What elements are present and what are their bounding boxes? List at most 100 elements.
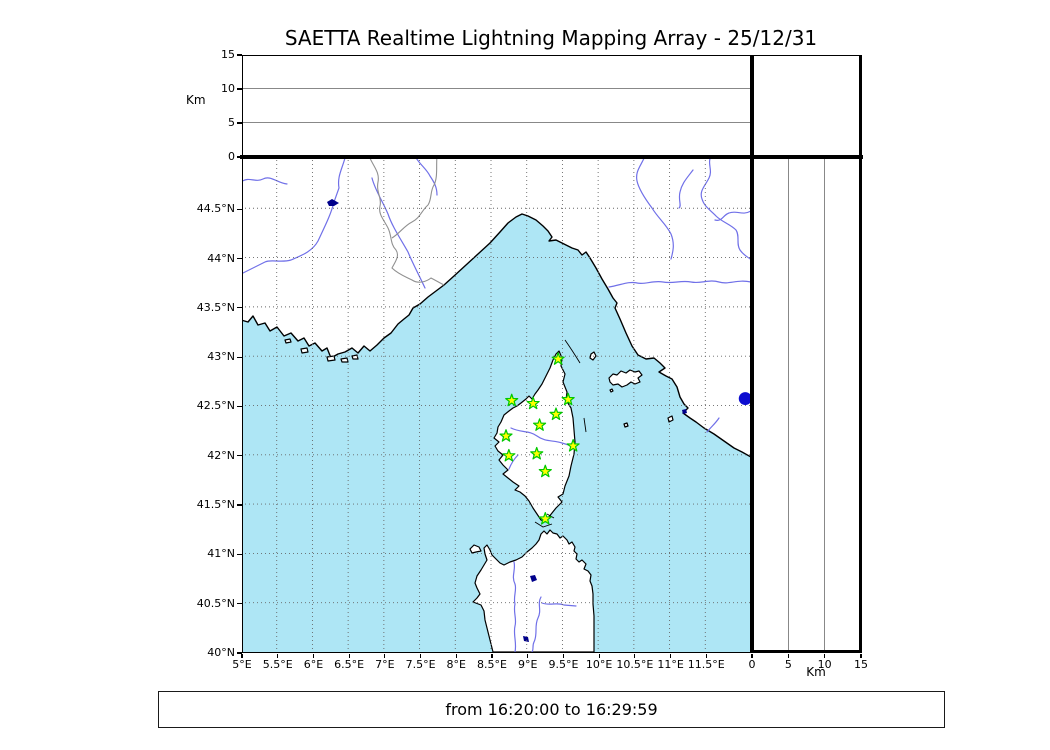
altitude-right-tick-label: 10 xyxy=(817,657,832,671)
map-lon-tick-label: 8°E xyxy=(446,657,467,671)
country-borders xyxy=(369,158,445,286)
map-markers xyxy=(499,352,751,525)
station-marker xyxy=(551,352,565,366)
map-lon-tick-label: 7°E xyxy=(375,657,395,671)
map-lat-tick xyxy=(237,455,242,457)
altitude-latitude-panel xyxy=(752,157,861,653)
bottom-right-edge-line xyxy=(752,649,862,654)
map-lon-tick-label: 10°E xyxy=(585,657,613,671)
map-lon-tick xyxy=(419,653,422,658)
horizontal-separator-line xyxy=(240,154,863,160)
map-lon-tick xyxy=(277,653,279,658)
coastal-line-fragments xyxy=(534,339,587,528)
map-lon-tick-label: 5.5°E xyxy=(262,657,293,671)
altitude-top-tick-label: 0 xyxy=(228,150,235,163)
station-marker xyxy=(566,439,580,452)
map-lat-tick-label: 43°N xyxy=(207,350,235,364)
map-lon-tick xyxy=(634,653,636,658)
time-range-bar: from 16:20:00 to 16:29:59 xyxy=(158,691,945,728)
altitude-top-tick-label: 10 xyxy=(221,82,235,95)
altitude-top-tick xyxy=(237,156,242,158)
altitude-right-tick-label: 5 xyxy=(784,657,792,671)
altitude-right-tick-label: 15 xyxy=(854,657,868,671)
map-lat-tick-label: 42.5°N xyxy=(196,399,235,413)
map-lat-tick xyxy=(237,307,242,309)
station-marker xyxy=(561,392,575,406)
map-lat-tick-label: 41.5°N xyxy=(196,498,235,512)
map-lon-tick xyxy=(491,653,493,658)
map-lon-tick-label: 6°E xyxy=(303,657,324,671)
right-panel-xlabel: Km xyxy=(806,665,826,679)
map-lon-tick xyxy=(312,653,315,658)
map-lon-tick-label: 8.5°E xyxy=(477,657,507,671)
time-range-text: from 16:20:00 to 16:29:59 xyxy=(445,700,658,719)
map-lon-tick xyxy=(348,653,350,658)
map-lon-tick-label: 5°E xyxy=(232,657,252,671)
map-lon-tick xyxy=(598,653,600,658)
map-lon-tick-label: 9.5°E xyxy=(548,657,579,671)
altitude-right-gridline xyxy=(787,158,789,652)
map-lat-tick xyxy=(237,208,242,210)
corsica-island xyxy=(493,350,576,523)
map-lat-tick xyxy=(237,603,242,605)
station-marker xyxy=(499,429,513,442)
map-lon-tick xyxy=(669,653,672,658)
altitude-right-tick-label: 0 xyxy=(748,657,756,671)
elba-island xyxy=(608,369,643,388)
vertical-separator-line xyxy=(749,55,755,653)
figure-title: SAETTA Realtime Lightning Mapping Array … xyxy=(284,26,818,50)
altitude-right-gridline xyxy=(823,158,825,652)
map-lat-tick xyxy=(237,504,242,506)
map-lon-tick-label: 9°E xyxy=(517,657,538,671)
altitude-top-gridline xyxy=(243,122,751,124)
altitude-top-tick-label: 5 xyxy=(228,116,235,129)
map-lat-tick xyxy=(237,553,242,555)
map-lat-tick-label: 41°N xyxy=(207,547,235,561)
map-lon-tick-label: 10.5°E xyxy=(616,657,654,671)
map-lat-tick xyxy=(237,356,242,358)
map-lat-tick-label: 44.5°N xyxy=(196,202,235,216)
station-marker xyxy=(538,464,553,478)
station-marker xyxy=(502,449,516,462)
altitude-right-tick xyxy=(860,653,862,658)
map-lat-tick-label: 40.5°N xyxy=(196,596,235,610)
map-lat-tick-label: 42°N xyxy=(207,448,235,462)
map-lon-tick-label: 7.5°E xyxy=(405,657,436,671)
map-lat-tick xyxy=(237,652,242,654)
station-marker xyxy=(533,418,547,432)
altitude-right-tick xyxy=(751,653,753,658)
map-lat-tick-label: 40°N xyxy=(207,646,235,659)
map-lon-tick xyxy=(241,653,243,658)
small-islands xyxy=(284,338,674,554)
station-marker xyxy=(505,393,519,407)
map-lat-tick xyxy=(237,257,242,260)
map-lat-tick xyxy=(237,405,242,408)
altitude-right-tick xyxy=(787,653,789,658)
altitude-top-tick-label: 15 xyxy=(221,48,235,61)
map-lon-tick-label: 11°E xyxy=(657,657,684,671)
map-canvas xyxy=(243,158,751,652)
station-marker xyxy=(526,396,540,410)
altitude-top-tick xyxy=(237,54,242,56)
map-grid xyxy=(243,158,751,652)
map-lon-tick xyxy=(527,653,529,658)
map-lon-tick xyxy=(455,653,457,658)
map-lon-tick xyxy=(384,653,386,658)
altitude-top-tick xyxy=(237,88,242,90)
map-lat-tick-label: 43.5°N xyxy=(196,300,235,314)
sardinia-island xyxy=(472,529,595,652)
right-edge-line xyxy=(858,55,863,653)
altitude-top-gridline xyxy=(243,88,751,90)
map-lon-tick xyxy=(705,653,707,658)
map-lat-tick-label: 44°N xyxy=(207,251,235,265)
map-lon-tick-label: 11.5°E xyxy=(687,657,725,671)
map-lon-tick-label: 6.5°E xyxy=(334,657,365,671)
map-panel xyxy=(242,157,752,653)
top-panel-ylabel: Km xyxy=(186,93,206,107)
altitude-longitude-panel xyxy=(242,55,752,157)
corner-panel xyxy=(752,55,861,157)
station-marker xyxy=(530,447,544,460)
station-marker xyxy=(538,512,553,525)
altitude-top-tick xyxy=(237,122,242,124)
